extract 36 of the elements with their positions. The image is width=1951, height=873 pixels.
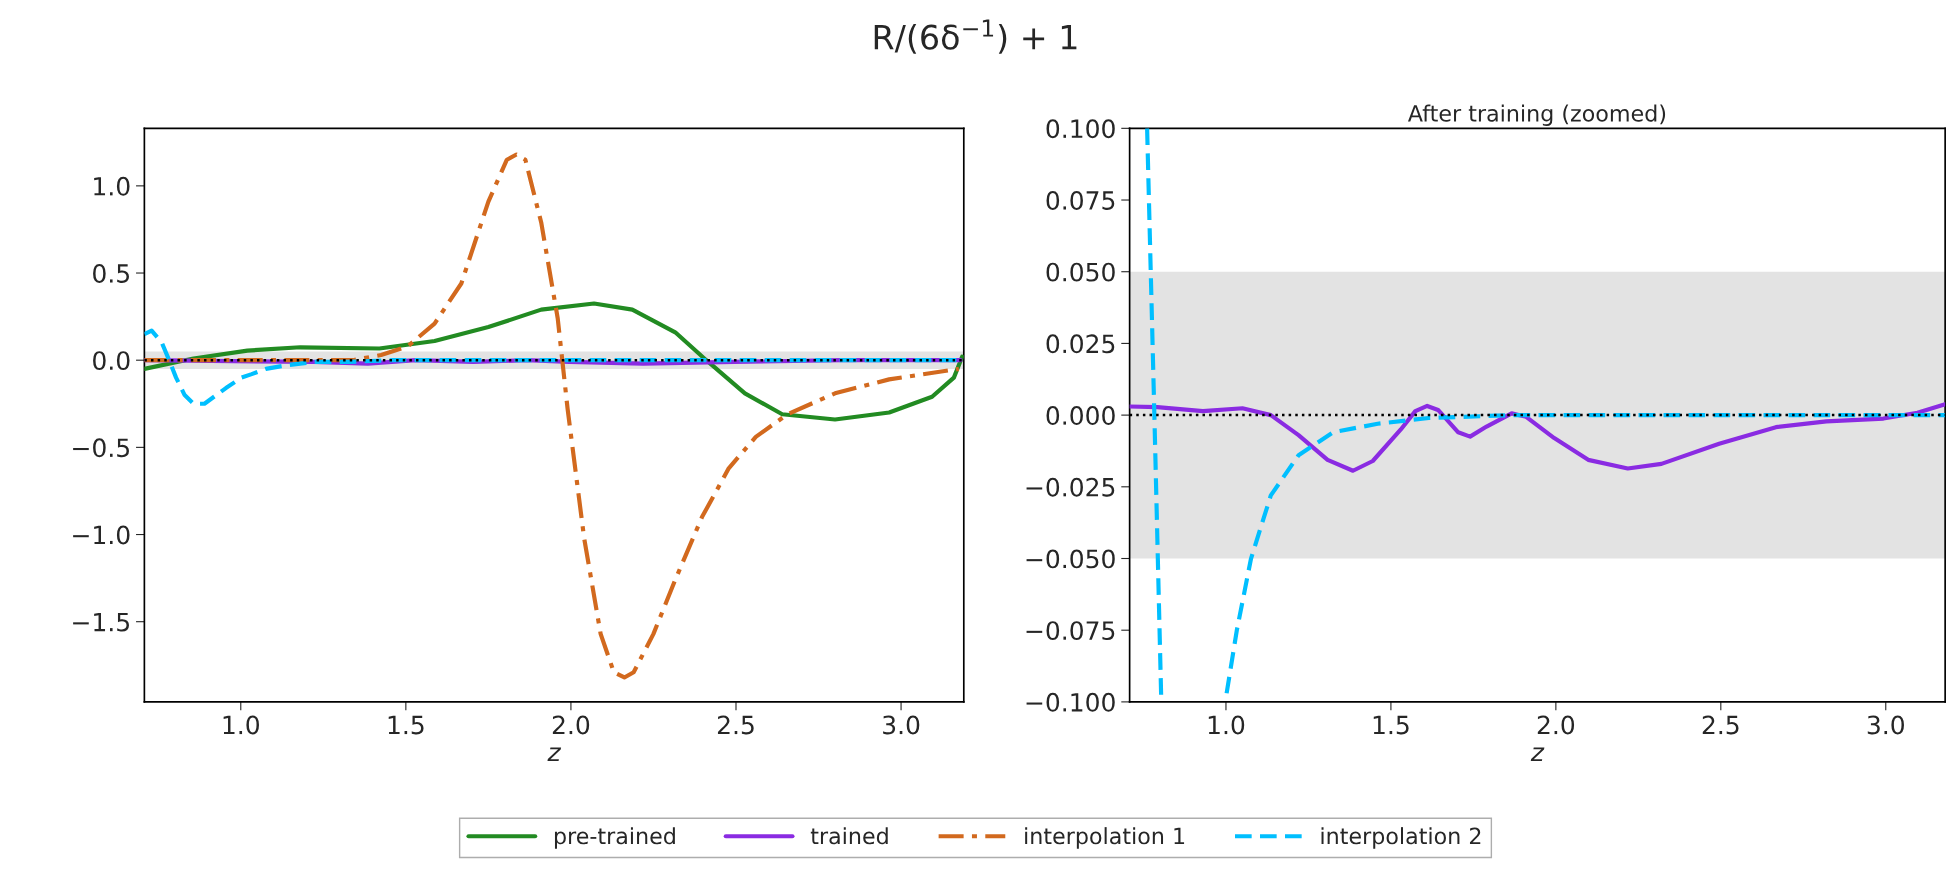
legend-label: pre-trained	[554, 827, 675, 849]
x-axis-title: z	[547, 747, 562, 762]
y-tick-label: −0.050	[1026, 549, 1115, 569]
legend-label: interpolation 1	[1025, 827, 1185, 849]
y-tick-label: −0.075	[1026, 621, 1115, 641]
x-tick-label: 2.0	[552, 715, 590, 735]
x-tick-label: 1.5	[388, 715, 424, 735]
y-tick-label: −0.025	[1026, 477, 1115, 497]
y-tick-label: −1.5	[73, 612, 129, 632]
legend-label: trained	[810, 827, 888, 845]
x-tick-label: 3.0	[883, 715, 920, 735]
x-tick-label: 1.5	[1373, 715, 1409, 735]
line-series	[1129, 402, 1946, 473]
y-tick-label: 0.0	[93, 351, 130, 371]
y-tick-label: −1.0	[73, 525, 130, 545]
y-tick-label: 0.050	[1046, 262, 1115, 282]
line-series	[144, 152, 961, 680]
x-axis-title: z	[1530, 747, 1545, 762]
x-tick-label: 1.0	[223, 715, 259, 735]
y-tick-label: 0.025	[1046, 334, 1115, 354]
y-tick-label: 0.075	[1046, 190, 1115, 210]
line-series	[144, 301, 964, 422]
x-tick-label: 1.0	[1208, 715, 1245, 735]
y-tick-label: −0.5	[73, 438, 129, 458]
x-tick-label: 2.0	[1537, 715, 1575, 735]
chart-title: After training (zoomed)	[1407, 104, 1666, 127]
x-tick-label: 3.0	[1867, 715, 1904, 735]
legend-label: interpolation 2	[1321, 827, 1481, 849]
y-tick-label: 1.0	[94, 176, 130, 196]
y-tick-label: −0.100	[1026, 692, 1115, 712]
x-tick-label: 2.5	[1702, 715, 1739, 735]
y-tick-label: 0.100	[1046, 119, 1115, 139]
chart-title: R/(6δ$^{−1}$) + 1	[874, 19, 1077, 54]
x-tick-label: 2.5	[717, 715, 754, 735]
y-tick-label: 0.5	[93, 263, 129, 283]
y-tick-label: 0.000	[1046, 406, 1115, 425]
